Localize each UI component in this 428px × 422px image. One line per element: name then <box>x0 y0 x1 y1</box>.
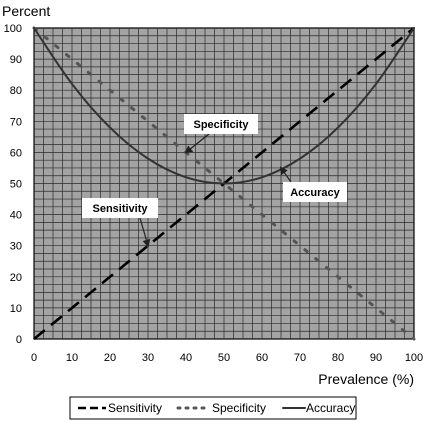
grid <box>34 28 414 339</box>
y-tick-label: 20 <box>10 272 22 284</box>
x-tick-label: 80 <box>332 352 344 364</box>
y-tick-label: 40 <box>10 210 22 222</box>
y-tick-label: 50 <box>10 179 22 191</box>
y-tick-label: 60 <box>10 147 22 159</box>
annotation-box <box>283 182 347 202</box>
annotations: Specificity Accuracy Sensitivity <box>82 114 347 248</box>
legend: Sensitivity Specificity Accuracy <box>69 396 357 420</box>
x-tick-labels: 0 10 20 30 40 50 60 70 80 90 100 <box>31 352 423 364</box>
annotation-box <box>184 114 258 134</box>
legend-label-specificity: Specificity <box>212 401 266 415</box>
annotation-arrow <box>139 217 151 248</box>
y-tick-label: 10 <box>10 303 22 315</box>
annotation-arrow <box>184 133 210 154</box>
x-tick-label: 0 <box>31 352 37 364</box>
annotation-label: Sensitivity <box>92 203 148 215</box>
x-tick-label: 70 <box>294 352 306 364</box>
x-tick-label: 100 <box>405 352 423 364</box>
annotation-label: Specificity <box>193 119 249 131</box>
legend-label-sensitivity: Sensitivity <box>108 401 162 415</box>
y-tick-label: 70 <box>10 116 22 128</box>
series-specificity-line <box>32 26 416 341</box>
series-accuracy-line <box>33 27 415 185</box>
x-tick-label: 30 <box>142 352 154 364</box>
y-tick-label: 90 <box>10 54 22 66</box>
y-tick-label: 30 <box>10 241 22 253</box>
x-tick-label: 10 <box>66 352 78 364</box>
annotation-box <box>82 198 158 218</box>
x-tick-label: 20 <box>104 352 116 364</box>
x-axis-title: Prevalence (%) <box>318 371 414 387</box>
y-axis-title: Percent <box>2 3 50 19</box>
x-tick-label: 60 <box>256 352 268 364</box>
x-tick-label: 40 <box>180 352 192 364</box>
annotation-label: Accuracy <box>290 187 340 199</box>
series-group <box>32 26 416 341</box>
annotation-arrow <box>279 166 292 183</box>
y-tick-label: 80 <box>10 85 22 97</box>
legend-label-accuracy: Accuracy <box>306 401 355 415</box>
y-tick-labels: 0 10 20 30 40 50 60 70 80 90 100 <box>4 23 22 346</box>
y-tick-label: 100 <box>4 23 22 35</box>
x-tick-label: 90 <box>370 352 382 364</box>
legend-box <box>69 396 357 420</box>
x-tick-label: 50 <box>218 352 230 364</box>
y-tick-label: 0 <box>16 334 22 346</box>
